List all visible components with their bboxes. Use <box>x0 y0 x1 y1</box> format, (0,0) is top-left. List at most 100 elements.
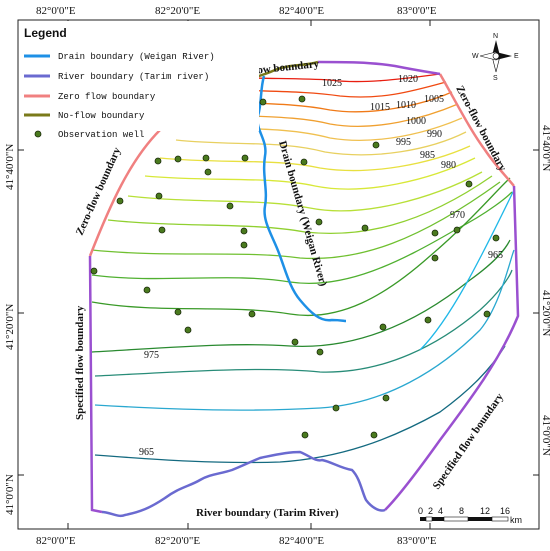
legend-no-flow-label: No-flow boundary <box>58 111 145 121</box>
bottom-lon-82-40: 82°40'0"E <box>279 535 324 547</box>
scale-16: 16 <box>500 506 510 516</box>
specified-flow-boundary-east <box>384 185 520 511</box>
north-outlet-boundary <box>317 60 441 76</box>
right-lat-41-20: 41°20'0"N <box>540 290 550 336</box>
observation-well <box>465 180 473 188</box>
observation-well <box>370 431 378 439</box>
contour-990 <box>144 157 476 190</box>
contour-label-1010: 1010 <box>396 100 416 111</box>
observation-well <box>300 158 308 166</box>
map-frame <box>17 19 540 530</box>
label-river-boundary: River boundary (Tarim River) <box>196 507 339 519</box>
contour-975a <box>91 181 501 260</box>
observation-well <box>492 234 500 242</box>
observation-well <box>379 323 387 331</box>
scale-unit: km <box>510 515 522 525</box>
contour-label-970: 970 <box>450 210 465 221</box>
contour-995 <box>159 145 471 172</box>
bottom-lon-82-0: 82°0'0"E <box>36 535 76 547</box>
left-lat-41-20: 41°20'0"N <box>4 304 16 350</box>
observation-well <box>316 348 324 356</box>
observation-well <box>301 431 309 439</box>
observation-well <box>431 254 439 262</box>
observation-well <box>382 394 390 402</box>
observation-well <box>155 192 163 200</box>
observation-well <box>158 226 166 234</box>
river-boundary-tarim <box>101 450 386 518</box>
contour-970a <box>91 191 513 284</box>
contour-label-965: 965 <box>139 447 154 458</box>
contour-975 <box>91 239 511 353</box>
contour-965-east <box>419 189 515 351</box>
observation-well <box>90 267 98 275</box>
contour-label-980: 980 <box>441 160 456 171</box>
observation-well <box>248 310 256 318</box>
contour-label-1025: 1025 <box>322 78 342 89</box>
top-longitude-labels: 82°0'0"E 82°20'0"E 82°40'0"E 83°0'0"E <box>36 5 437 17</box>
observation-well <box>424 316 432 324</box>
contour-985 <box>127 171 483 212</box>
north-arrow: N S W E <box>472 33 519 82</box>
contour-lines <box>91 73 515 464</box>
observation-well <box>240 227 248 235</box>
contour-965 <box>94 345 506 464</box>
scale-12: 12 <box>480 506 490 516</box>
contour-980 <box>107 175 493 235</box>
left-lat-41-40: 41°40'0"N <box>4 144 16 190</box>
north-arrow-n <box>492 40 500 56</box>
observation-well <box>298 95 306 103</box>
observation-well <box>453 226 461 234</box>
observation-well <box>431 229 439 237</box>
scale-0: 0 <box>418 506 423 516</box>
contour-970 <box>91 177 511 317</box>
observation-well <box>204 168 212 176</box>
observation-well <box>241 154 249 162</box>
label-zero-flow-east: Zero-flow boundary <box>453 84 508 174</box>
observation-well <box>154 157 162 165</box>
scale-2: 2 <box>428 506 433 516</box>
contour-label-1020: 1020 <box>398 74 418 85</box>
legend-drain-label: Drain boundary (Weigan River) <box>58 52 215 62</box>
observation-well <box>361 224 369 232</box>
observation-well <box>116 197 124 205</box>
observation-well <box>483 310 491 318</box>
observation-well <box>174 308 182 316</box>
contour-labels: 1025 1020 1015 1010 1005 1000 995 990 98… <box>139 74 503 458</box>
scale-bar: 0 2 4 8 12 16 km <box>418 506 522 525</box>
observation-well <box>174 155 182 163</box>
observation-well <box>184 326 192 334</box>
left-lat-41-0: 41°0'0"N <box>4 474 16 515</box>
scale-4: 4 <box>438 506 443 516</box>
observation-well <box>315 218 323 226</box>
observation-well <box>226 202 234 210</box>
observation-well <box>332 404 340 412</box>
right-lat-41-40: 41°40'0"N <box>540 125 550 171</box>
right-lat-41-0: 41°0'0"N <box>540 415 550 456</box>
contour-label-1005: 1005 <box>424 94 444 105</box>
legend-river-label: River boundary (Tarim river) <box>58 72 209 82</box>
observation-well <box>259 98 267 106</box>
contour-label-995: 995 <box>396 137 411 148</box>
frame-ticks <box>18 20 539 529</box>
legend: Legend Drain boundary (Weigan River) Riv… <box>19 21 259 140</box>
compass-n: N <box>493 33 498 40</box>
legend-well-label: Observation well <box>58 130 144 140</box>
legend-zero-flow-label: Zero flow boundary <box>58 92 156 102</box>
top-lon-82-20: 82°20'0"E <box>155 5 200 17</box>
label-specified-flow-east: Specified flow boundary <box>431 391 507 492</box>
contour-972 <box>94 269 513 377</box>
legend-title: Legend <box>24 26 67 40</box>
contour-1000 <box>175 131 467 156</box>
scale-8: 8 <box>459 506 464 516</box>
bottom-lon-83-0: 83°0'0"E <box>397 535 437 547</box>
compass-w: W <box>472 53 479 60</box>
top-lon-82-40: 82°40'0"E <box>279 5 324 17</box>
zero-flow-boundary-east <box>438 73 515 187</box>
observation-well <box>372 141 380 149</box>
contour-968 <box>94 249 515 411</box>
top-lon-82-0: 82°0'0"E <box>36 5 76 17</box>
contour-label-1000: 1000 <box>406 116 426 127</box>
contour-label-1015: 1015 <box>370 102 390 113</box>
compass-e: E <box>514 53 519 60</box>
